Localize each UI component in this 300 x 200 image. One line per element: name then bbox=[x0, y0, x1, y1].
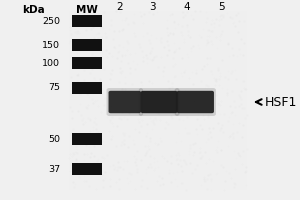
FancyBboxPatch shape bbox=[175, 88, 216, 116]
Bar bbox=[71, 163, 102, 175]
FancyBboxPatch shape bbox=[109, 91, 141, 113]
Text: 150: 150 bbox=[42, 40, 60, 49]
Text: 37: 37 bbox=[48, 164, 60, 173]
Bar bbox=[71, 57, 102, 69]
Text: 100: 100 bbox=[42, 58, 60, 68]
Text: kDa: kDa bbox=[22, 5, 45, 15]
Bar bbox=[71, 39, 102, 51]
Text: MW: MW bbox=[76, 5, 98, 15]
Text: HSF1: HSF1 bbox=[265, 96, 297, 108]
FancyBboxPatch shape bbox=[141, 91, 178, 113]
Text: 3: 3 bbox=[149, 2, 156, 12]
Text: 2: 2 bbox=[116, 2, 122, 12]
Text: 75: 75 bbox=[48, 83, 60, 92]
Text: 5: 5 bbox=[218, 2, 225, 12]
FancyBboxPatch shape bbox=[177, 91, 214, 113]
FancyBboxPatch shape bbox=[106, 88, 143, 116]
Text: 250: 250 bbox=[42, 17, 60, 25]
Bar bbox=[71, 133, 102, 145]
Bar bbox=[69, 11, 247, 190]
Bar bbox=[71, 15, 102, 27]
Text: 4: 4 bbox=[183, 2, 190, 12]
Bar bbox=[71, 82, 102, 94]
FancyBboxPatch shape bbox=[139, 88, 179, 116]
Text: 50: 50 bbox=[48, 134, 60, 144]
